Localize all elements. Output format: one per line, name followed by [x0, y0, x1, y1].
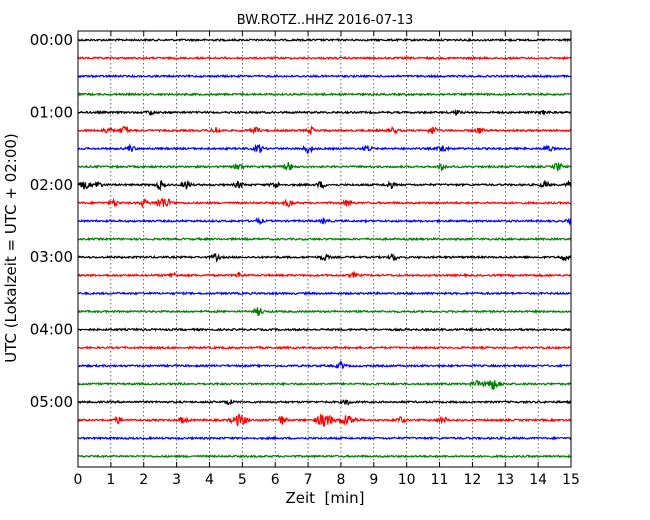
- x-tick-label: 2: [139, 472, 148, 488]
- trace-0115: [77, 124, 572, 136]
- x-tick-label: 6: [271, 472, 280, 488]
- trace-0415: [77, 345, 572, 351]
- trace-0430: [77, 360, 572, 370]
- trace-0445: [77, 379, 572, 391]
- trace-0400: [77, 327, 572, 333]
- x-tick-label: 0: [74, 472, 83, 488]
- x-tick-label: 5: [238, 472, 247, 488]
- y-tick-label: 03:00: [30, 248, 73, 266]
- trace-0030: [77, 73, 572, 79]
- x-tick-label: 1: [106, 472, 115, 488]
- x-gridlines: [110, 31, 539, 467]
- trace-0015: [77, 55, 572, 61]
- trace-0145: [77, 162, 572, 173]
- trace-0245: [77, 236, 572, 242]
- trace-0230: [77, 216, 572, 226]
- y-axis-label: UTC (Lokalzeit = UTC + 02:00): [2, 133, 20, 363]
- trace-0315: [77, 270, 572, 279]
- trace-0000: [77, 37, 572, 43]
- trace-0100: [77, 108, 572, 117]
- x-tick-label: 11: [431, 472, 449, 488]
- y-tick-label: 00:00: [30, 31, 73, 49]
- x-axis-ticks: 0 1 2 3 4 5 6 7 8 9 10 11 12 13 14 15: [74, 31, 580, 488]
- trace-0500: [77, 398, 572, 407]
- chart-title: BW.ROTZ..HHZ 2016-07-13: [237, 13, 413, 28]
- y-axis-ticks: 00:00 01:00 02:00 03:00 04:00 05:00: [30, 31, 571, 411]
- x-axis-label: Zeit [min]: [285, 489, 364, 507]
- x-tick-label: 12: [463, 472, 481, 488]
- x-tick-label: 15: [562, 472, 580, 488]
- trace-0215: [77, 197, 572, 209]
- trace-0045: [77, 91, 572, 97]
- y-tick-label: 05:00: [30, 393, 73, 411]
- trace-0515: [77, 412, 572, 427]
- y-tick-label: 04:00: [30, 321, 73, 339]
- x-tick-label: 14: [529, 472, 547, 488]
- trace-0300: [77, 252, 572, 263]
- x-tick-label: 4: [205, 472, 214, 488]
- trace-0330: [77, 290, 572, 296]
- trace-0545: [77, 453, 572, 459]
- trace-group: [77, 37, 572, 459]
- x-tick-label: 13: [496, 472, 514, 488]
- y-tick-label: 01:00: [30, 103, 73, 121]
- x-tick-label: 9: [369, 472, 378, 488]
- x-tick-label: 3: [172, 472, 181, 488]
- plot-frame: [77, 30, 572, 468]
- trace-0345: [77, 307, 572, 317]
- trace-0530: [77, 435, 572, 441]
- x-tick-label: 10: [398, 472, 416, 488]
- x-tick-label: 8: [336, 472, 345, 488]
- y-tick-label: 02:00: [30, 176, 73, 194]
- x-tick-label: 7: [304, 472, 313, 488]
- trace-0200: [77, 179, 572, 192]
- trace-0130: [77, 142, 572, 154]
